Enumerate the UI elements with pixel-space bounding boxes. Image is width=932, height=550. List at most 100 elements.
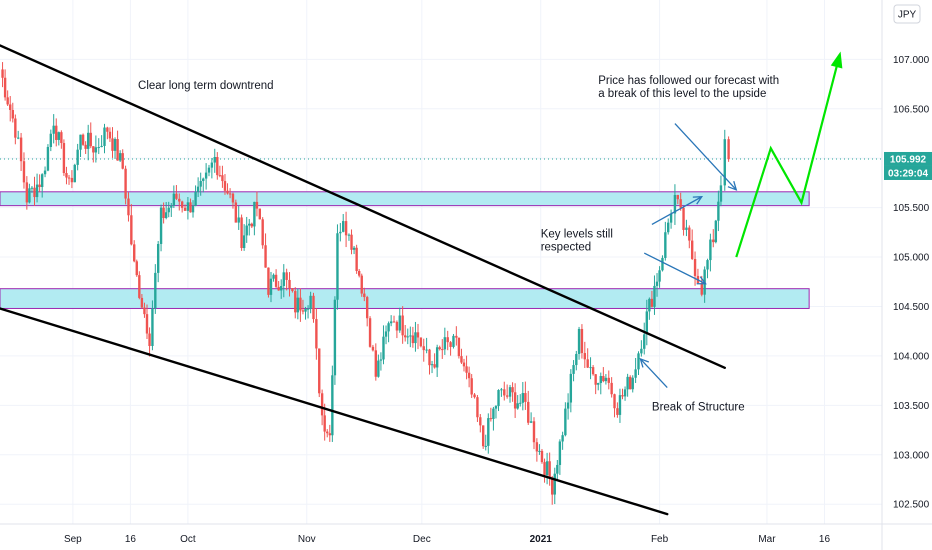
- trendlines: [0, 44, 726, 516]
- candle-body: [712, 239, 715, 243]
- candle-body: [640, 348, 643, 354]
- candle-body: [55, 125, 58, 140]
- candle-body: [87, 132, 90, 149]
- candle-body: [304, 308, 307, 312]
- candle-body: [425, 349, 428, 351]
- candle-body: [118, 153, 122, 161]
- candle-body: [336, 233, 339, 300]
- candle-body: [352, 247, 356, 250]
- candle-body: [11, 109, 14, 119]
- time-tick-label: 2021: [530, 534, 553, 545]
- candle-body: [693, 258, 697, 276]
- candle-body: [586, 359, 589, 368]
- key-levels: [0, 191, 810, 309]
- candle-body: [248, 223, 251, 226]
- forecast-arrowhead: [830, 51, 843, 69]
- candle-body: [435, 347, 439, 368]
- annotations: Clear long term downtrend Price has follo…: [138, 75, 779, 413]
- candle-body: [272, 274, 275, 279]
- candle-body: [513, 392, 517, 409]
- candle-body: [360, 275, 363, 294]
- candle-body: [140, 297, 144, 308]
- annotation-line: a break of this level to the upside: [598, 88, 766, 100]
- candle-body: [143, 307, 146, 315]
- time-tick-label: Mar: [758, 534, 776, 545]
- candle-body: [621, 395, 624, 397]
- candle-body: [226, 190, 229, 194]
- candle-body: [326, 431, 329, 434]
- candle-body: [599, 376, 602, 384]
- time-axis: Sep 16 Oct Nov Dec 2021 Feb Mar 16: [64, 534, 831, 545]
- candle-body: [602, 376, 605, 382]
- candle-body: [511, 387, 514, 393]
- candle-body: [94, 147, 98, 153]
- candle-body: [558, 441, 562, 465]
- candle-body: [183, 207, 187, 211]
- candle-body: [610, 382, 613, 395]
- candle-body: [277, 286, 280, 291]
- candle-body: [189, 202, 192, 213]
- candle-body: [328, 433, 331, 436]
- candle-body: [416, 332, 420, 338]
- candle-body: [156, 243, 160, 273]
- candle-body: [433, 364, 436, 368]
- candle-body: [441, 349, 444, 351]
- candle-body: [473, 394, 476, 398]
- candle-body: [320, 393, 324, 416]
- candle-body: [43, 170, 47, 175]
- candle-body: [81, 134, 85, 145]
- candle-body: [564, 408, 567, 436]
- candle-body: [1, 69, 4, 78]
- candle-body: [33, 187, 36, 198]
- candle-body: [172, 193, 176, 206]
- candle-body: [234, 202, 238, 223]
- currency-badge[interactable]: JPY: [893, 4, 921, 24]
- candle-body: [521, 393, 525, 403]
- candle-body: [706, 260, 709, 270]
- candlesticks: [1, 62, 730, 505]
- candle-body: [462, 362, 466, 367]
- time-tick-label: Nov: [298, 534, 316, 545]
- candle-body: [67, 177, 71, 179]
- candle-body: [616, 408, 619, 415]
- candle-body: [240, 217, 243, 249]
- annotation-line: Price has followed our forecast with: [598, 75, 779, 87]
- candle-body: [170, 205, 173, 208]
- candle-body: [89, 132, 92, 147]
- candle-body: [637, 353, 640, 370]
- candle-body: [519, 402, 522, 404]
- candle-body: [294, 291, 297, 313]
- price-tick-label: 105.000: [893, 253, 930, 264]
- candle-body: [655, 281, 659, 286]
- price-tick-label: 104.000: [893, 351, 930, 362]
- candle-body: [688, 227, 691, 241]
- candle-body: [365, 297, 369, 319]
- candle-body: [92, 146, 95, 153]
- candle-body: [623, 389, 627, 397]
- candle-body: [374, 350, 378, 377]
- candle-body: [384, 331, 388, 337]
- candle-body: [312, 295, 315, 320]
- candle-body: [76, 149, 79, 165]
- candle-body: [561, 435, 564, 442]
- candle-body: [377, 360, 380, 377]
- candle-body: [414, 332, 417, 344]
- candle-body: [73, 164, 76, 183]
- candle-body: [500, 389, 503, 391]
- annotation-text: Break of Structure: [652, 401, 745, 413]
- candle-body: [245, 225, 248, 236]
- candle-body: [727, 139, 730, 160]
- candle-body: [299, 297, 302, 311]
- candle-body: [242, 235, 246, 249]
- candle-body: [178, 198, 181, 202]
- candle-body: [572, 365, 575, 374]
- candle-body: [700, 283, 703, 295]
- candle-body: [597, 383, 600, 385]
- candle-body: [151, 308, 154, 346]
- candle-body: [175, 193, 178, 199]
- candle-body: [489, 418, 493, 420]
- candle-body: [30, 187, 34, 189]
- candle-body: [145, 314, 149, 334]
- candle-body: [204, 172, 208, 179]
